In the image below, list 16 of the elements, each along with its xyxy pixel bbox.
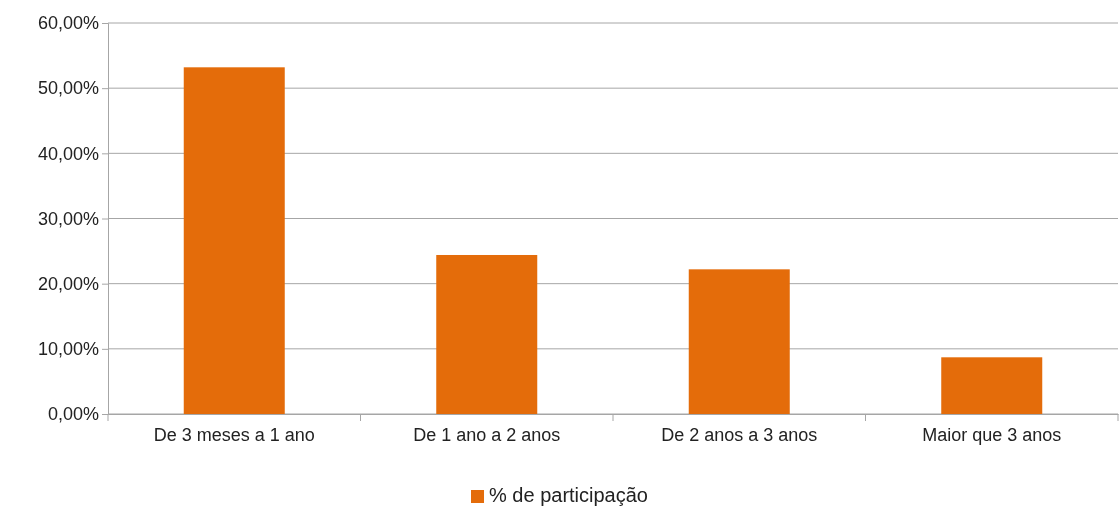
x-tick-label: De 1 ano a 2 anos <box>413 424 561 445</box>
bar <box>183 67 285 414</box>
y-tick-label: 30,00% <box>37 208 99 229</box>
y-tick-label: 0,00% <box>47 404 99 425</box>
legend-label: % de participação <box>489 484 648 506</box>
y-tick-label: 40,00% <box>37 143 99 164</box>
x-tick-label: De 2 anos a 3 anos <box>661 424 818 445</box>
x-tick-label: De 3 meses a 1 ano <box>153 424 315 445</box>
y-tick-label: 60,00% <box>37 13 99 34</box>
y-tick-label: 10,00% <box>37 339 99 360</box>
bar <box>436 254 538 414</box>
bar <box>941 357 1043 414</box>
y-tick-label: 50,00% <box>37 78 99 99</box>
bar <box>688 269 790 414</box>
y-tick-label: 20,00% <box>37 273 99 294</box>
x-tick-label: Maior que 3 anos <box>922 424 1062 445</box>
